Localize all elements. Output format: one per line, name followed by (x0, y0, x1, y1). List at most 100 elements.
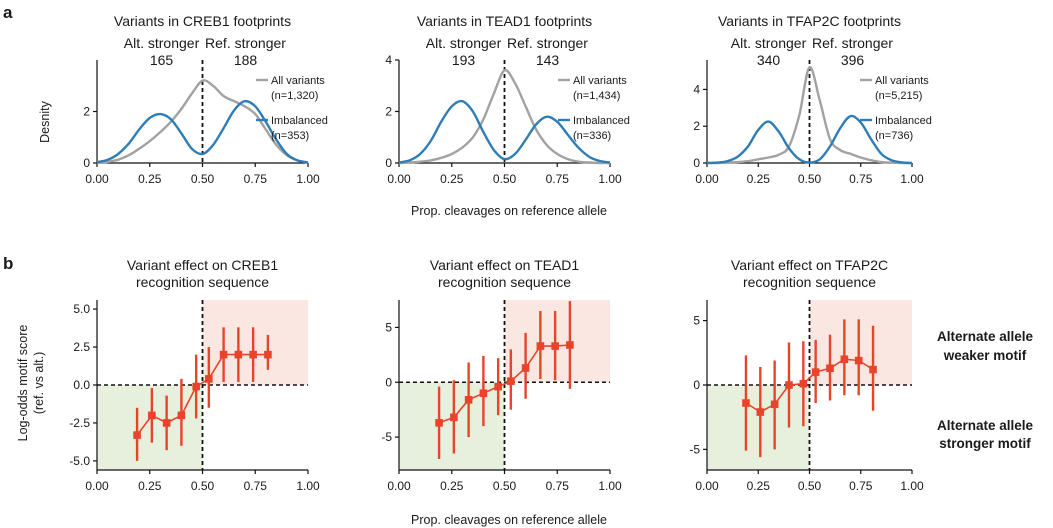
legend-label: Imbalanced (573, 115, 630, 127)
chart-2: 0.00 0.25 0.50 0.75 1.00 0 2 4 Variants in TEAD1… (385, 13, 630, 186)
x-tick-label: 0.50 (493, 172, 517, 186)
alt-stronger-count: 165 (150, 52, 174, 68)
y-tick-label: 0.0 (73, 378, 90, 392)
y-tick-label: 0 (385, 375, 392, 389)
alt-stronger-label: Alt. stronger (124, 35, 200, 51)
all-variants-density-line (398, 68, 611, 165)
chart-title-line2: recognition sequence (136, 274, 269, 290)
alt-stronger-label: Alt. stronger (731, 35, 807, 51)
ref-stronger-label: Ref. stronger (507, 35, 588, 51)
x-tick-label: 0.00 (85, 172, 109, 186)
annotation-stronger-line1: Alternate allele (937, 418, 1034, 433)
data-point (869, 365, 877, 374)
legend-count: (n=353) (271, 130, 309, 142)
reference-stronger-region (809, 300, 912, 385)
y-tick-label: 0 (83, 156, 90, 170)
x-tick-label: 1.00 (598, 479, 622, 493)
legend-count: (n=1,320) (271, 90, 318, 102)
data-point (464, 396, 473, 404)
x-tick-label: 0.50 (798, 172, 822, 186)
panel-letter-b: b (3, 254, 13, 273)
legend-count: (n=736) (875, 130, 913, 142)
data-point (479, 389, 488, 398)
annotation-stronger-line2: stronger motif (939, 436, 1031, 451)
y-axis-label-panel-b-line2: (ref. vs alt.) (32, 352, 46, 415)
y-tick-label: 2 (83, 105, 90, 119)
alternate-stronger-region (707, 385, 810, 470)
x-tick-label: 0.00 (387, 479, 411, 493)
y-tick-label: 4 (693, 82, 700, 96)
data-point (219, 350, 228, 359)
chart-1: 0.00 0.25 0.50 0.75 1.00 0 2 Variants in CREB1 … (83, 13, 328, 186)
chart-title-line1: Variant effect on TEAD1 (430, 257, 580, 273)
data-point (133, 431, 141, 439)
imbalanced-density-line (398, 99, 611, 164)
y-tick-label: 4 (385, 53, 392, 67)
legend-label: Imbalanced (875, 115, 932, 127)
data-point (162, 419, 171, 427)
data-point (536, 342, 545, 350)
chart-title: Variants in TEAD1 footprints (417, 13, 592, 29)
x-axis-label-panel-a: Prop. cleavages on reference allele (411, 204, 607, 218)
ref-stronger-count: 396 (841, 52, 865, 68)
x-tick-label: 0.75 (244, 172, 268, 186)
legend-label: All variants (271, 75, 325, 87)
effect-line (438, 344, 570, 424)
x-tick-label: 0.75 (546, 172, 570, 186)
x-tick-label: 0.25 (440, 172, 464, 186)
data-point (566, 341, 574, 349)
legend-count: (n=1,434) (573, 90, 620, 102)
data-point (785, 381, 793, 389)
alternate-stronger-region (399, 382, 505, 470)
data-point (148, 411, 156, 420)
legend-label: Imbalanced (271, 115, 328, 127)
data-point (551, 342, 559, 350)
x-tick-label: 0.25 (138, 172, 162, 186)
x-tick-label: 0.00 (387, 172, 411, 186)
data-point (450, 413, 458, 422)
data-point (249, 350, 257, 359)
alt-stronger-count: 340 (757, 52, 781, 68)
x-tick-label: 1.00 (296, 172, 320, 186)
x-tick-label: 0.50 (191, 172, 215, 186)
imbalanced-density-line (96, 99, 309, 164)
chart-title-line2: recognition sequence (743, 274, 876, 290)
y-tick-label: 2 (693, 119, 700, 133)
data-point (521, 364, 530, 372)
x-tick-label: 0.25 (440, 479, 464, 493)
alt-stronger-count: 193 (452, 52, 476, 68)
chart-title-line1: Variant effect on TFAP2C (731, 257, 888, 273)
x-tick-label: 0.75 (244, 479, 268, 493)
x-tick-label: 1.00 (296, 479, 320, 493)
x-tick-label: 0.25 (747, 172, 771, 186)
chart-4: 0.00 0.25 0.50 0.75 1.00 5.0 2.5 0.0 -2.5 -5.0 Var… (69, 257, 320, 493)
y-axis-label-panel-a: Desnity (38, 100, 52, 142)
data-point (799, 379, 808, 388)
x-tick-label: 0.75 (849, 479, 873, 493)
chart-title: Variants in TFAP2C footprints (718, 13, 901, 29)
legend-label: All variants (875, 75, 929, 87)
imbalanced-density-line (706, 114, 913, 165)
data-point (192, 382, 200, 391)
data-point (742, 399, 750, 407)
x-tick-label: 0.00 (85, 479, 109, 493)
chart-title: Variants in CREB1 footprints (114, 13, 291, 29)
legend-label: All variants (573, 75, 627, 87)
x-tick-label: 0.50 (493, 479, 517, 493)
y-tick-label: 0 (693, 156, 700, 170)
x-tick-label: 0.75 (849, 172, 873, 186)
alt-stronger-label: Alt. stronger (426, 35, 502, 51)
chart-title-line2: recognition sequence (438, 274, 571, 290)
data-point (854, 356, 863, 365)
ref-stronger-label: Ref. stronger (205, 35, 286, 51)
panel-letter-a: a (3, 3, 13, 22)
data-point (177, 411, 186, 420)
y-tick-label: -5 (689, 442, 700, 456)
all-variants-density-line (706, 66, 913, 165)
annotation-weaker-line2: weaker motif (943, 348, 1027, 363)
data-point (826, 364, 834, 373)
data-point (205, 375, 213, 383)
ref-stronger-count: 143 (536, 52, 560, 68)
reference-stronger-region (202, 300, 308, 385)
